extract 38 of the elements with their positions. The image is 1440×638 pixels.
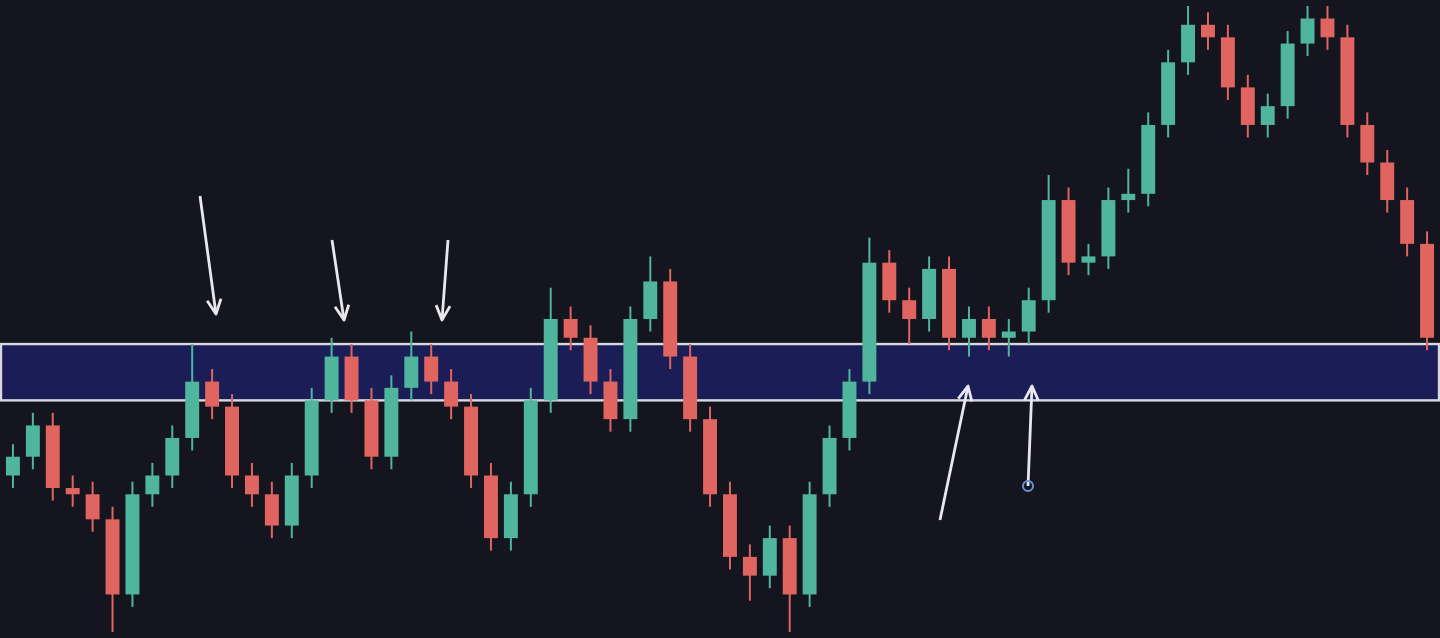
candlestick	[1300, 5, 1315, 58]
candlestick	[1400, 186, 1415, 258]
candlestick	[503, 480, 518, 552]
candlestick	[1320, 5, 1335, 51]
candlestick	[1260, 92, 1275, 139]
candlestick	[324, 336, 339, 414]
candlestick	[643, 255, 658, 333]
candlestick	[1181, 5, 1196, 76]
candlestick	[444, 368, 459, 421]
candlestick	[404, 330, 419, 402]
candlestick	[762, 524, 777, 590]
candlestick	[1001, 318, 1016, 358]
candlestick	[25, 411, 40, 471]
candlestick	[1380, 148, 1395, 214]
candlestick	[65, 474, 80, 508]
candlestick	[1201, 11, 1215, 51]
candlestick	[5, 443, 20, 490]
candlestick	[961, 305, 976, 358]
candlestick	[244, 461, 259, 508]
candlestick	[1360, 111, 1375, 177]
candlestick	[1081, 242, 1096, 277]
candlestick	[205, 368, 220, 421]
candlestick	[563, 305, 578, 352]
candlestick	[603, 368, 618, 433]
candlestick	[882, 249, 897, 314]
candlestick	[344, 343, 359, 414]
candlestick	[1240, 73, 1255, 139]
candlestick	[981, 305, 996, 352]
candlestick	[145, 461, 160, 508]
candlestick	[264, 480, 279, 540]
candlestick	[742, 543, 757, 602]
candlestick	[1021, 286, 1036, 346]
candlestick	[165, 424, 180, 490]
candlestick	[85, 480, 100, 533]
candlestick	[1121, 167, 1136, 214]
candlestick	[902, 286, 917, 346]
candlestick	[583, 324, 598, 396]
candlestick	[424, 343, 439, 396]
